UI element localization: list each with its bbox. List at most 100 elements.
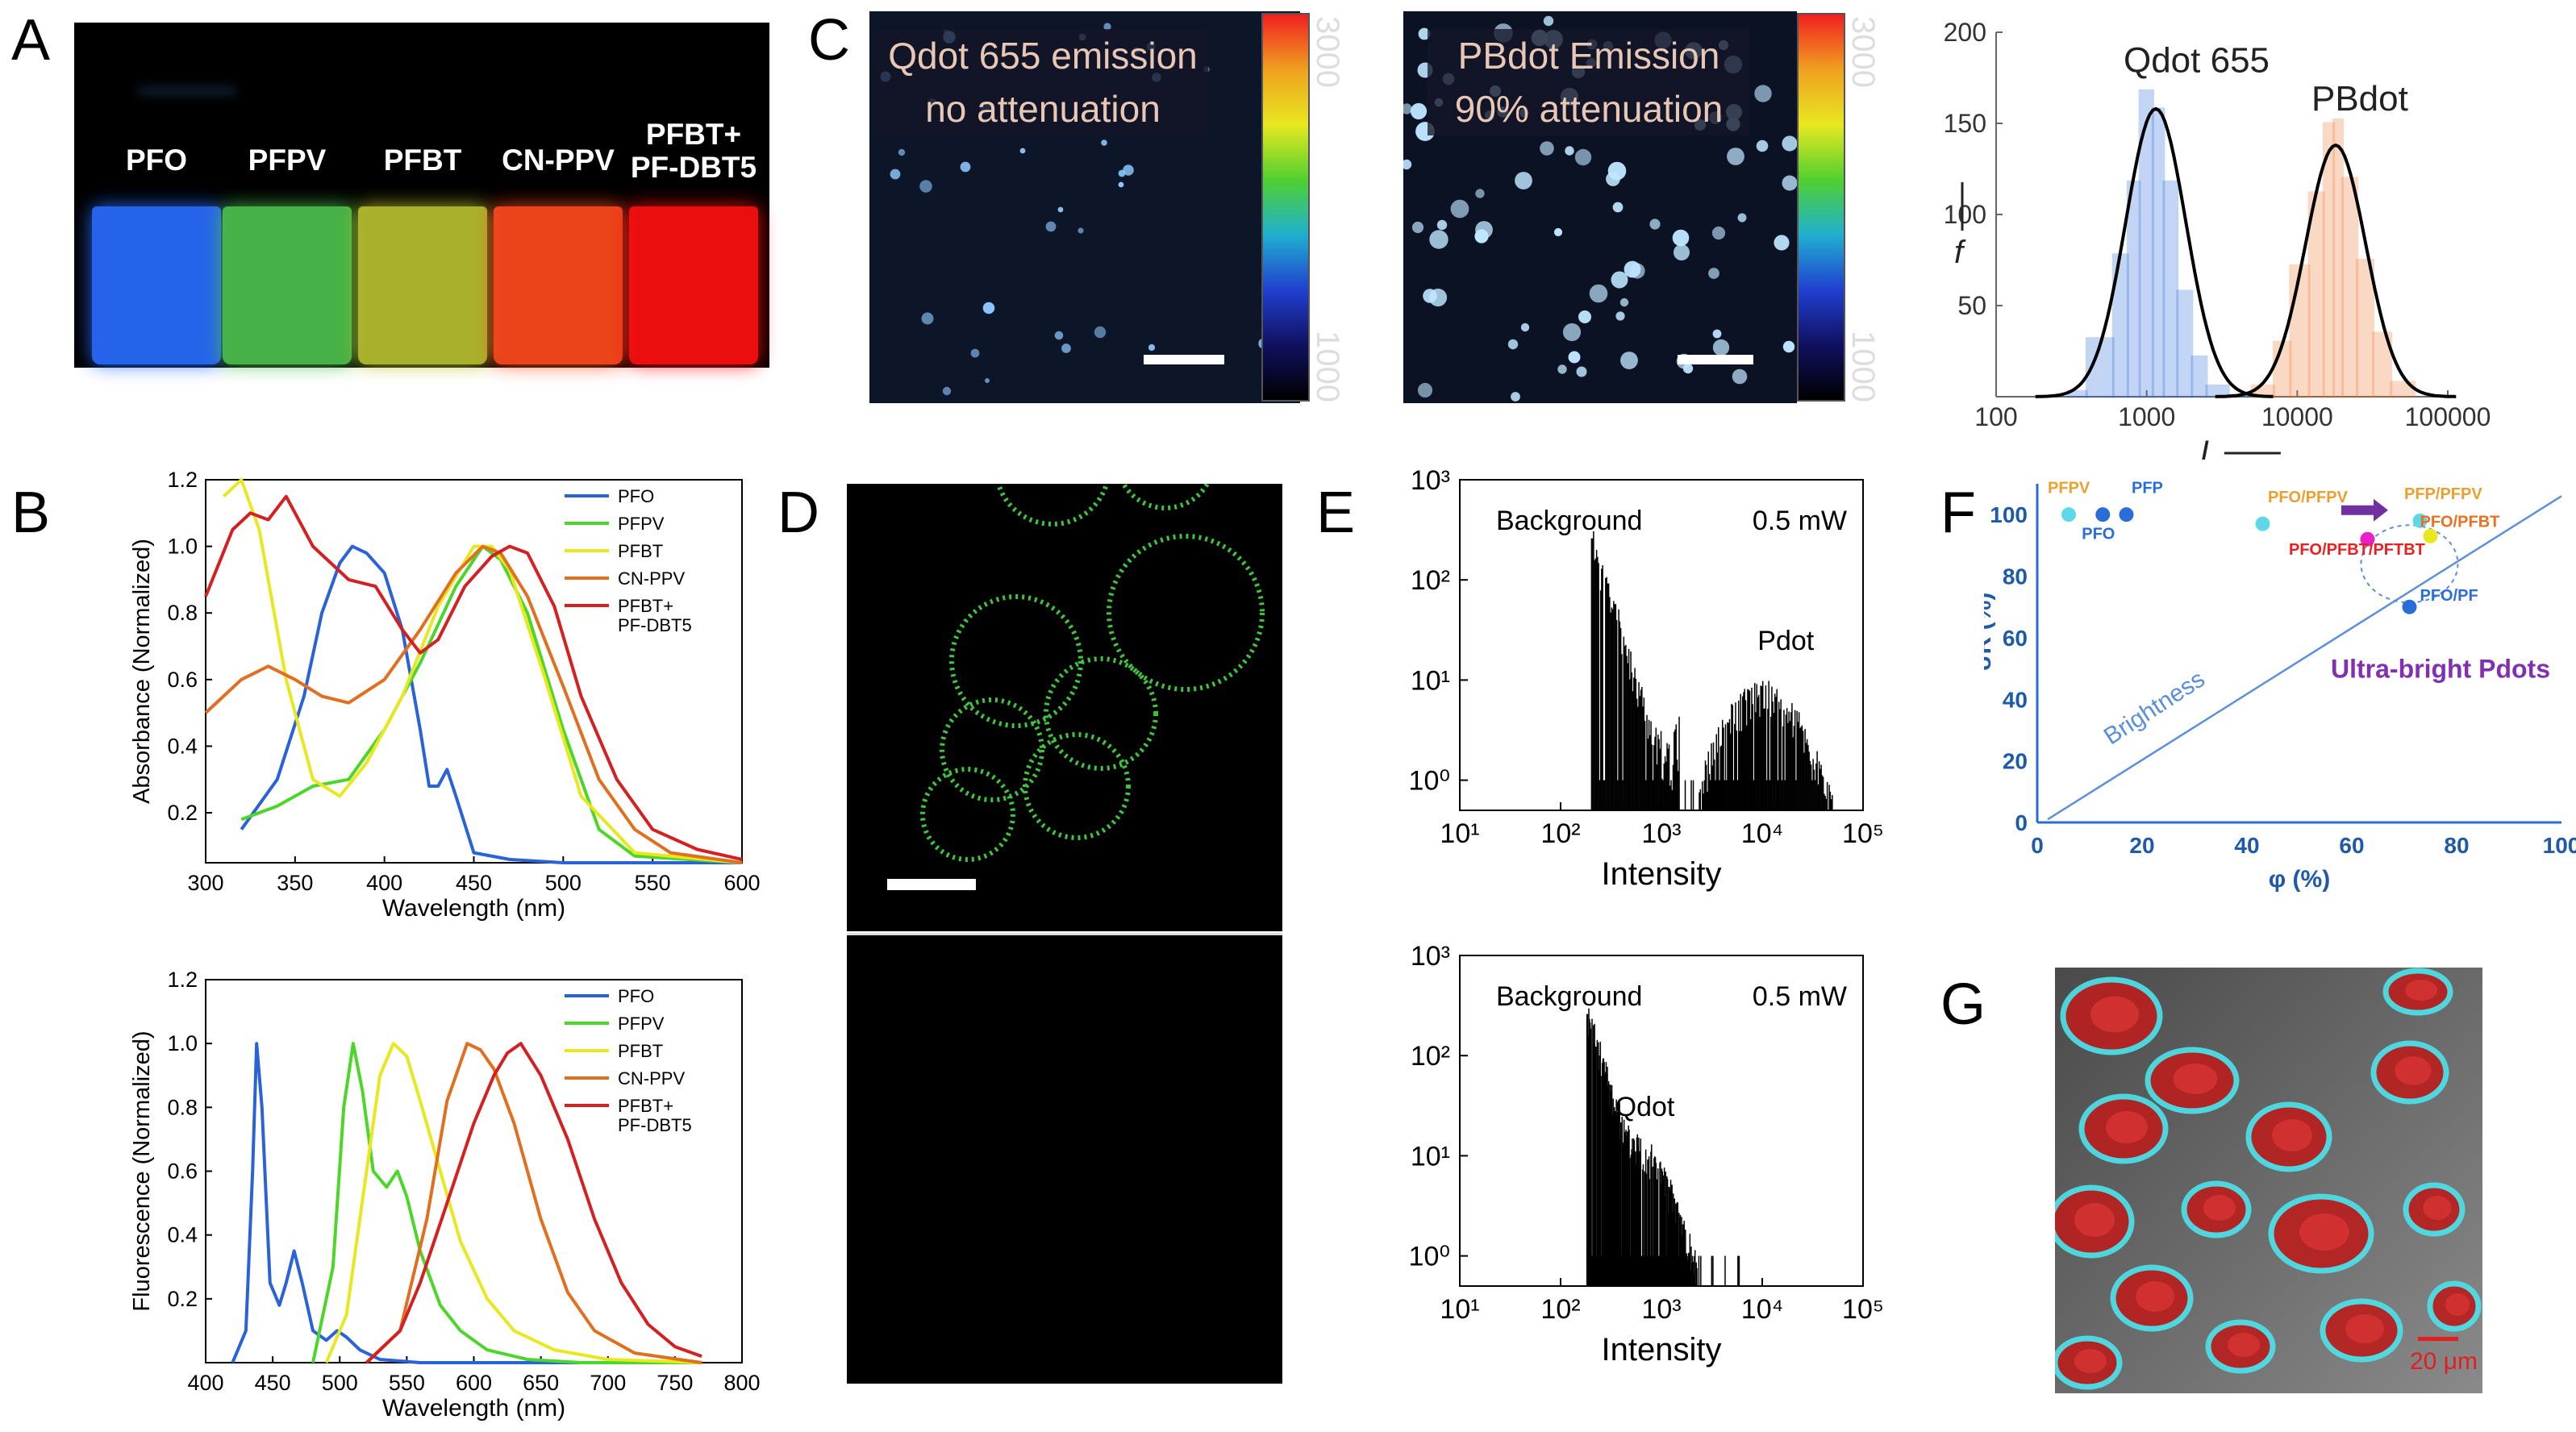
emission-spot (1711, 226, 1726, 240)
histogram-bar (1657, 735, 1659, 810)
histogram-bar (1824, 793, 1825, 810)
histogram-bar (1690, 1263, 1693, 1286)
cell-nucleus (2203, 1195, 2236, 1221)
histogram-bar (1644, 1171, 1645, 1286)
histogram-bar (1708, 773, 1711, 810)
histogram-bar (1776, 689, 1778, 810)
data-point (2095, 507, 2111, 522)
histogram-bar (1599, 590, 1602, 810)
y-axis-label: σR (%) (1984, 593, 1996, 671)
histogram-bar (1644, 1149, 1647, 1286)
y-tick-label: 50 (1957, 291, 1986, 320)
histogram-bar (1703, 780, 1706, 810)
histogram-bar (1670, 1184, 1673, 1286)
histogram-bar (1601, 1076, 1603, 1286)
emission-spot (1094, 326, 1107, 339)
histogram-bar (1637, 1145, 1639, 1286)
histogram-bar (1822, 776, 1824, 810)
histogram-bar (1633, 677, 1635, 810)
histogram-bar (1593, 531, 1594, 810)
emission-spot (1540, 141, 1554, 156)
histogram-bar (1602, 564, 1603, 810)
histogram-bar (1595, 1047, 1597, 1286)
cell-ring (920, 767, 1015, 862)
histogram-bar (1685, 1229, 1686, 1286)
histogram-bar (1703, 793, 1704, 810)
histogram-bar (1769, 716, 1772, 810)
histogram-bar (1699, 789, 1702, 810)
histogram-bar (1666, 1176, 1668, 1286)
series-line (231, 1042, 702, 1364)
cell-nucleus (2395, 1056, 2432, 1085)
x-tick-label: 10⁴ (1741, 1294, 1783, 1325)
histogram-bar (1607, 1080, 1610, 1286)
emission-spot (1782, 135, 1797, 152)
histogram-bar (1614, 604, 1615, 810)
histogram-bar (1631, 1149, 1632, 1286)
histogram-bar (1663, 763, 1665, 810)
x-axis-label: Intensity (1602, 856, 1722, 892)
emission-spot (970, 348, 980, 358)
scale-bar (887, 879, 976, 890)
series-line (324, 1042, 702, 1364)
x-axis-label: φ (%) (2269, 866, 2330, 893)
annotation-pbdot: PBdot (2311, 79, 2408, 119)
data-point (2255, 516, 2270, 531)
y-axis-label: Absorbance (Normalized) (129, 539, 155, 804)
histogram-bar (1603, 1061, 1605, 1286)
histogram-bar (1773, 713, 1775, 810)
y-tick-label: 0.8 (167, 601, 198, 625)
histogram-bar (1635, 1151, 1636, 1286)
emission-spot (1612, 202, 1624, 213)
cell-ring (1044, 656, 1158, 771)
cell-ring (940, 697, 1044, 802)
histogram-bar (1737, 1255, 1739, 1286)
data-point (2423, 528, 2438, 543)
emission-spot (1515, 172, 1532, 189)
x-axis-label: Wavelength (nm) (382, 1395, 565, 1422)
series-line (240, 544, 743, 864)
histogram-bar (1752, 704, 1753, 810)
cell-nucleus (2228, 1333, 2260, 1357)
cell-ring (1107, 534, 1265, 692)
histogram-bar (1605, 1062, 1607, 1286)
series-line (222, 478, 743, 864)
histogram-bar (1601, 568, 1603, 810)
histogram-bar (1592, 1255, 1594, 1286)
x-tick-label: 500 (322, 1371, 358, 1395)
brightness-arrow (2047, 495, 2562, 821)
histogram-bar (1604, 1072, 1607, 1286)
cell-ring (949, 594, 1083, 728)
histogram-bar (1626, 1131, 1628, 1286)
emission-spot (1624, 260, 1641, 278)
vial-label: PFO (125, 144, 188, 177)
cell-nucleus (2272, 1119, 2312, 1151)
emission-spot (1682, 363, 1694, 374)
histogram-bar (1772, 701, 1774, 810)
x-tick-label: 10¹ (1440, 1294, 1479, 1325)
emission-spot (1589, 284, 1608, 303)
histogram-bar (1811, 780, 1813, 810)
histogram-bar (1761, 681, 1764, 810)
scale-bar (1144, 355, 1224, 364)
panel-label-d: D (777, 481, 819, 545)
histogram-bar (1678, 1255, 1679, 1286)
histogram-bar (1659, 1162, 1661, 1286)
x-tick-label: 80 (2444, 833, 2469, 858)
histogram-bar (1785, 714, 1787, 810)
histogram-bar (1806, 739, 1808, 810)
emission-spot (921, 312, 934, 325)
histogram-bar (1610, 1084, 1611, 1286)
x-tick-label: 10000 (2261, 402, 2333, 431)
histogram-bar (1710, 780, 1711, 810)
histogram-bar (1636, 1137, 1638, 1286)
histogram-bar (1601, 1063, 1603, 1286)
histogram-bar (1651, 1144, 1653, 1286)
emission-spot (1520, 323, 1530, 332)
histogram-bar (1720, 745, 1723, 810)
cell-membranes (887, 484, 1265, 890)
emission-spot (1423, 289, 1437, 303)
cell-nucleus (2405, 980, 2437, 1001)
y-tick-label: 10³ (1411, 941, 1450, 972)
emission-spot (1475, 189, 1485, 198)
